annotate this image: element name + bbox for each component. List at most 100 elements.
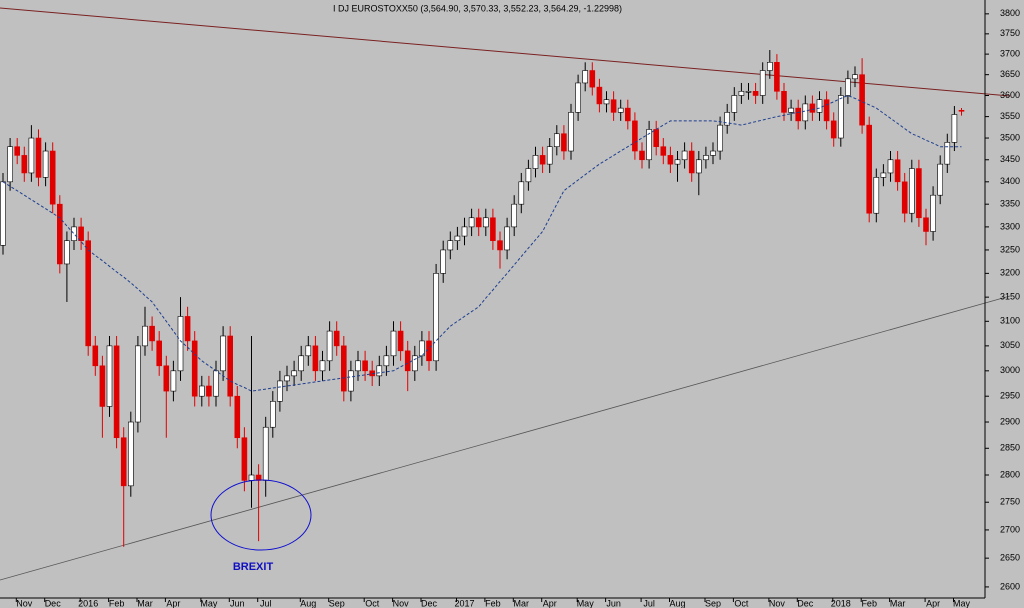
candle-body	[894, 159, 901, 183]
candle-body	[376, 365, 383, 377]
candle-body	[298, 355, 305, 372]
candle-body	[766, 62, 773, 71]
x-tick-label: Jul	[643, 598, 655, 608]
candle-body	[866, 124, 873, 214]
candle-body	[348, 370, 354, 392]
candle-body	[873, 177, 880, 214]
y-tick-label: 2850	[1000, 443, 1020, 453]
y-tick-label: 3100	[1000, 316, 1020, 326]
candle-body	[759, 70, 766, 96]
candle-body	[220, 335, 226, 372]
candle-body	[128, 421, 134, 487]
y-tick-label: 3450	[1000, 154, 1020, 164]
candle-body	[660, 146, 667, 156]
candle-body	[14, 146, 20, 156]
candle-body	[624, 107, 631, 122]
y-tick-label: 3800	[1000, 8, 1020, 18]
y-tick-label: 3550	[1000, 111, 1020, 121]
candle-body	[823, 99, 830, 122]
candle-body	[546, 146, 553, 165]
y-tick-label: 3500	[1000, 132, 1020, 142]
y-tick-label: 3050	[1000, 340, 1020, 350]
x-tick-label: Oct	[365, 598, 380, 608]
candle-body	[745, 91, 752, 93]
candle-body	[809, 103, 816, 113]
candle-body	[170, 370, 177, 392]
candle-body	[539, 155, 546, 165]
candle-body	[774, 62, 780, 92]
candle-body	[561, 133, 567, 152]
x-tick-label: Aug	[300, 598, 316, 608]
candle-body	[880, 172, 887, 178]
candle-body	[454, 235, 461, 241]
candle-body	[85, 240, 91, 347]
candle-body	[99, 365, 106, 407]
candle-body	[248, 474, 255, 481]
candle-body	[482, 217, 489, 228]
x-tick-label: 2016	[78, 598, 98, 608]
y-tick-label: 3350	[1000, 199, 1020, 209]
candle-body	[241, 437, 248, 481]
x-tick-label: Oct	[734, 598, 749, 608]
candle-body	[177, 316, 184, 372]
y-tick-label: 3700	[1000, 48, 1020, 58]
y-tick-label: 2700	[1000, 524, 1020, 534]
x-tick-label: Aug	[669, 598, 685, 608]
candle-body	[433, 273, 439, 362]
candle-body	[845, 78, 851, 96]
x-tick-label: Nov	[16, 598, 33, 608]
candle-body	[305, 345, 312, 357]
y-tick-label: 2600	[1000, 581, 1020, 591]
candle-body	[262, 426, 269, 481]
candle-body	[362, 360, 368, 372]
candle-body	[106, 345, 113, 407]
candle-body	[326, 330, 333, 362]
y-tick-label: 3650	[1000, 69, 1020, 79]
y-tick-label: 2950	[1000, 391, 1020, 401]
candle-body	[646, 129, 652, 161]
candle-body	[674, 159, 681, 165]
candle-body	[234, 395, 241, 439]
x-tick-label: Mar	[890, 598, 906, 608]
candle-body	[213, 370, 219, 397]
x-tick-label: Feb	[485, 598, 501, 608]
candle-body	[269, 401, 276, 428]
candle-body	[120, 437, 127, 487]
x-tick-label: 2018	[831, 598, 851, 608]
candle-body	[291, 370, 297, 377]
candle-body	[724, 112, 731, 126]
y-tick-label: 3250	[1000, 244, 1020, 254]
candle-body	[383, 355, 390, 367]
candle-body	[816, 99, 823, 113]
candle-body	[617, 107, 624, 113]
candle-body	[21, 155, 28, 174]
candle-body	[710, 150, 716, 156]
y-tick-label: 3600	[1000, 90, 1020, 100]
y-tick-label: 3300	[1000, 221, 1020, 231]
candle-body	[312, 345, 319, 372]
candle-body	[830, 120, 837, 139]
support-trendline	[0, 295, 1011, 581]
candle-body	[206, 385, 212, 397]
candle-body	[7, 146, 13, 183]
candle-body	[859, 74, 865, 126]
candle-body	[951, 114, 958, 143]
candle-body	[497, 240, 503, 251]
candle-body	[163, 365, 170, 392]
x-tick-label: May	[953, 598, 971, 608]
candle-body	[0, 181, 6, 246]
candle-body	[475, 217, 482, 228]
x-tick-label: May	[200, 598, 218, 608]
y-tick-label: 3750	[1000, 28, 1020, 38]
candle-body	[490, 217, 496, 241]
candle-body	[908, 168, 915, 214]
candle-body	[78, 226, 84, 241]
candle-body	[795, 107, 802, 122]
x-tick-label: Jun	[230, 598, 245, 608]
candle-body	[958, 109, 965, 112]
candle-body	[28, 137, 35, 174]
candle-body	[930, 194, 936, 232]
candle-body	[703, 155, 709, 161]
candle-body	[781, 91, 787, 113]
